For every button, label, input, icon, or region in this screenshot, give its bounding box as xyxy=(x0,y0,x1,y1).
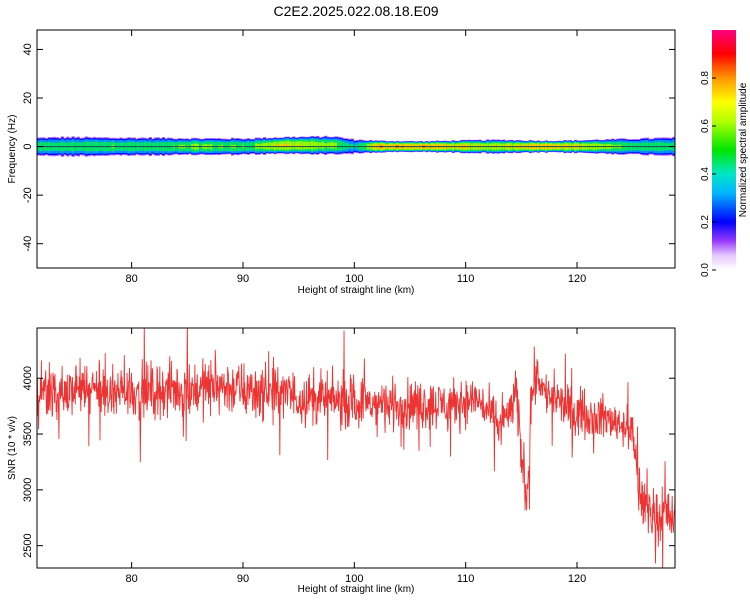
x-tick-label: 100 xyxy=(345,273,363,285)
colorbar-tick-label: 0.4 xyxy=(700,167,711,181)
snr-frame xyxy=(36,327,676,569)
colorbar-tick-label: 0.0 xyxy=(700,263,711,277)
spectrogram-cell xyxy=(265,142,269,150)
spectrogram-cell xyxy=(270,142,275,149)
snr-x-ticks: 80 90 100 110 120 xyxy=(126,328,586,585)
spectrogram-cell xyxy=(326,142,331,148)
snr-panel: 80 90 100 110 120 2500 3000 3500 4000 Height of… xyxy=(7,327,676,595)
spectrogram-cell xyxy=(321,141,325,150)
x-tick-label: 110 xyxy=(457,573,475,585)
colorbar-tick-label: 0.2 xyxy=(700,215,711,229)
spectrogram-cell xyxy=(268,142,272,150)
spectrogram-cell xyxy=(302,141,307,150)
spectrogram-cell xyxy=(276,144,280,147)
spectrogram-y-ticks: -40 -20 0 20 40 xyxy=(22,43,675,252)
spectrogram-y-label: Frequency (Hz) xyxy=(7,115,18,184)
spectrogram-cell xyxy=(294,144,299,147)
x-tick-label: 80 xyxy=(126,573,138,585)
spectrogram-cell xyxy=(329,142,333,149)
y-tick-label: 4000 xyxy=(22,366,34,390)
spectrogram-cell xyxy=(334,142,338,149)
y-tick-label: 3500 xyxy=(22,422,34,446)
y-tick-label: 3000 xyxy=(22,478,34,502)
spectrogram-cell xyxy=(342,142,346,150)
spectrogram-cell xyxy=(300,144,304,147)
y-tick-label: 20 xyxy=(22,92,34,104)
spectrogram-cell xyxy=(337,140,341,151)
spectrogram-cell xyxy=(289,141,293,150)
spectrogram-cell xyxy=(313,141,317,149)
spectrogram-cell xyxy=(340,141,344,151)
x-tick-label: 90 xyxy=(237,573,249,585)
spectrogram-cell xyxy=(286,143,291,148)
x-tick-label: 100 xyxy=(345,573,363,585)
colorbar-ticks: 0.0 0.2 0.4 0.6 0.8 xyxy=(700,71,716,277)
y-tick-label: 0 xyxy=(22,144,34,150)
spectrogram-cell xyxy=(297,141,301,150)
spectrogram-x-ticks: 80 90 100 110 120 xyxy=(126,30,586,285)
y-tick-label: 40 xyxy=(22,43,34,55)
x-tick-label: 120 xyxy=(568,573,586,585)
spectrogram-panel: 80 90 100 110 120 -40 -20 0 20 40 Height of stra… xyxy=(7,29,676,296)
figure-title: C2E2.2025.022.08.18.E09 xyxy=(273,3,438,19)
spectrogram-cell xyxy=(262,143,267,149)
spectrogram-cell xyxy=(305,141,309,150)
spectrogram-cell xyxy=(273,144,277,147)
spectrogram-cell xyxy=(278,144,283,148)
y-tick-label: -40 xyxy=(22,236,34,252)
snr-background xyxy=(37,328,675,568)
spectrogram-cell xyxy=(318,142,323,149)
spectrogram-cell xyxy=(316,142,320,149)
colorbar: 0.0 0.2 0.4 0.6 0.8 Normalized spectral ampl… xyxy=(700,30,749,277)
x-tick-label: 120 xyxy=(568,273,586,285)
colorbar-label: Normalized spectral amplitude xyxy=(738,82,749,217)
y-tick-label: -20 xyxy=(22,187,34,203)
colorbar-scale xyxy=(712,30,736,270)
spectrogram-cell xyxy=(324,143,328,148)
x-tick-label: 110 xyxy=(457,273,475,285)
spectrogram-band xyxy=(37,135,675,157)
spectrogram-cell xyxy=(332,142,336,149)
snr-y-label: SNR (10 * v/v) xyxy=(7,416,18,480)
snr-x-label: Height of straight line (km) xyxy=(298,584,415,595)
spectrogram-cell xyxy=(281,144,285,147)
x-tick-label: 80 xyxy=(126,273,138,285)
colorbar-tick-label: 0.6 xyxy=(700,119,711,133)
y-tick-label: 2500 xyxy=(22,533,34,557)
snr-series-line xyxy=(37,328,675,568)
spectrogram-cell xyxy=(284,143,288,148)
spectrogram-cell xyxy=(292,141,296,150)
spectrogram-cell xyxy=(308,141,312,149)
spectrogram-cell xyxy=(310,140,315,150)
snr-y-ticks: 2500 3000 3500 4000 xyxy=(22,366,675,558)
colorbar-tick-label: 0.8 xyxy=(700,71,711,85)
spectrogram-x-label: Height of straight line (km) xyxy=(298,285,415,296)
x-tick-label: 90 xyxy=(237,273,249,285)
spectrogram-frame xyxy=(36,29,676,269)
